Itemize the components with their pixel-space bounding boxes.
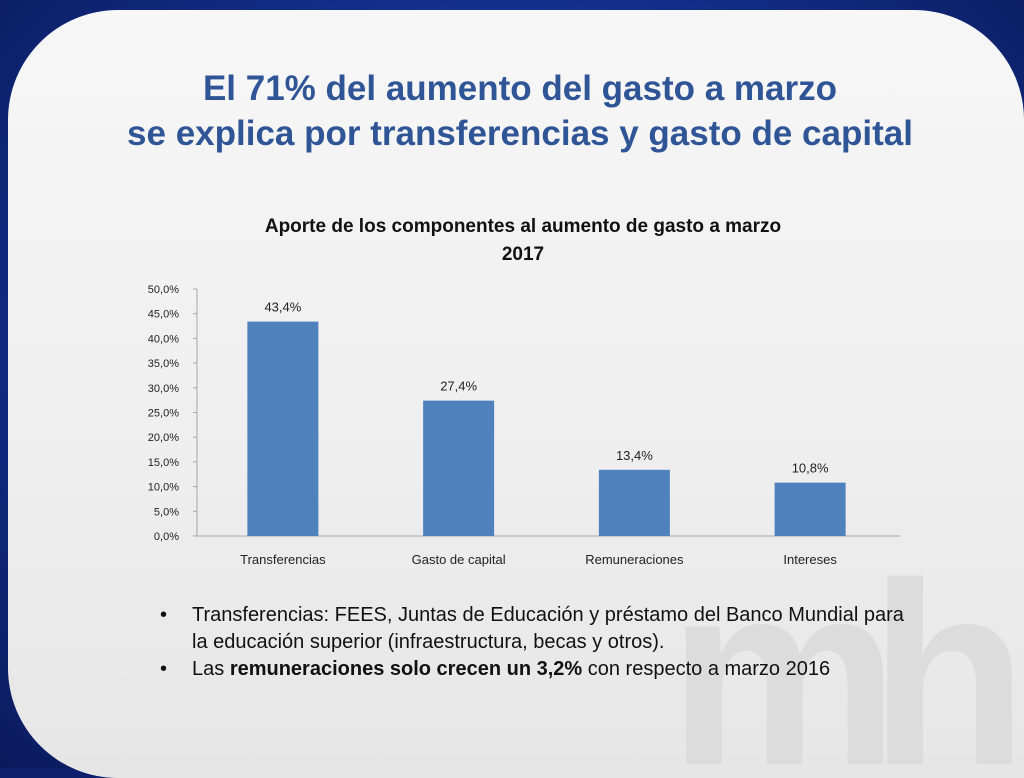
slide-title-line-1: El 71% del aumento del gasto a marzo	[202, 69, 838, 108]
bar-remuneraciones	[598, 469, 670, 536]
bullet-dot: •	[160, 604, 168, 626]
data-label: 43,4%	[264, 300, 301, 315]
slide-title: El 71% del aumento del gasto a marzo se …	[0, 66, 1024, 156]
y-tick-label: 45,0%	[148, 309, 179, 321]
bullet-text-bold: remuneraciones solo crecen un 3,2%	[229, 658, 583, 680]
bars	[247, 321, 846, 536]
y-tick-label: 50,0%	[148, 284, 179, 296]
y-tick-label: 10,0%	[148, 482, 179, 494]
bar-intereses	[774, 482, 846, 536]
x-tick-label: Transferencias	[240, 552, 326, 567]
y-tick-label: 0,0%	[154, 531, 179, 543]
y-tick-label: 35,0%	[148, 358, 179, 370]
chart-title-line-1: Aporte de los componentes al aumento de …	[264, 216, 782, 237]
slide-card: mh	[8, 10, 1024, 778]
y-tick-label: 25,0%	[148, 408, 179, 420]
chart-title: Aporte de los componentes al aumento de …	[218, 213, 828, 269]
x-tick-label: Gasto de capital	[412, 552, 506, 567]
data-labels: 43,4% 27,4% 13,4% 10,8%	[264, 300, 829, 476]
y-tick-label: 30,0%	[148, 383, 179, 395]
x-tick-label: Intereses	[783, 552, 837, 567]
bullet-item-remuneraciones: • Las remuneraciones solo crecen un 3,2%…	[158, 656, 918, 683]
data-label: 13,4%	[616, 448, 653, 463]
bar-gasto-de-capital	[423, 400, 495, 536]
x-axis: Transferencias Gasto de capital Remuneraci…	[197, 535, 900, 567]
bullet-text-suffix: con respecto a marzo 2016	[582, 658, 831, 680]
watermark-logo: mh	[668, 530, 1024, 778]
chart-title-line-2: 2017	[501, 244, 545, 265]
bullet-dot: •	[160, 658, 168, 680]
slide-title-line-2: se explica por transferencias y gasto de…	[127, 114, 913, 153]
y-axis: 0,0% 5,0% 10,0% 15,0% 20,0% 25,0% 30,0% 35,0% 40…	[148, 284, 198, 543]
y-tick-label: 20,0%	[148, 432, 179, 444]
y-tick-label: 5,0%	[154, 506, 179, 518]
bar-transferencias	[247, 321, 319, 536]
data-label: 10,8%	[792, 461, 829, 476]
bullet-item-transferencias: • Transferencias: FEES, Juntas de Educac…	[158, 602, 918, 656]
bullet-list: • Transferencias: FEES, Juntas de Educac…	[158, 602, 918, 683]
data-label: 27,4%	[440, 379, 477, 394]
bullet-text-prefix: Las	[192, 658, 230, 680]
y-tick-label: 15,0%	[148, 457, 179, 469]
bullet-text: Transferencias: FEES, Juntas de Educació…	[192, 604, 904, 653]
y-tick-label: 40,0%	[148, 333, 179, 345]
x-tick-label: Remuneraciones	[585, 552, 684, 567]
